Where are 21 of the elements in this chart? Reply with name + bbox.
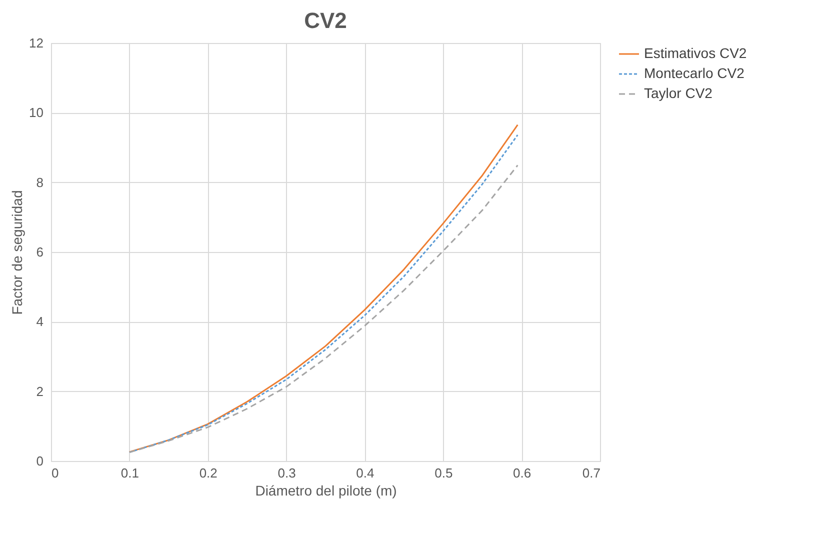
legend-label: Taylor CV2 <box>644 85 713 101</box>
x-tick-label: 0.3 <box>278 466 296 480</box>
x-tick-label: 0 <box>52 466 59 480</box>
y-tick-label: 2 <box>36 384 44 399</box>
chart-title: CV2 <box>304 8 347 33</box>
x-axis-title: Diámetro del pilote (m) <box>255 482 397 498</box>
y-tick-label: 6 <box>36 244 44 260</box>
x-tick-label: 0.4 <box>356 466 374 480</box>
legend-label: Montecarlo CV2 <box>644 65 745 81</box>
y-tick-label: 0 <box>36 454 44 468</box>
y-tick-label: 4 <box>36 314 44 330</box>
x-tick-label: 0.6 <box>513 466 532 480</box>
y-tick-label: 12 <box>29 36 44 50</box>
y-tick-label: 10 <box>29 105 44 120</box>
x-tick-label: 0.1 <box>120 466 139 480</box>
y-axis-title: Factor de seguridad <box>9 190 26 315</box>
legend-label: Estimativos CV2 <box>644 45 747 61</box>
x-tick-label: 0.5 <box>434 466 453 480</box>
x-tick-label: 0.2 <box>199 466 218 480</box>
x-tick-label: 0.7 <box>582 466 600 480</box>
y-tick-label: 8 <box>36 174 44 190</box>
